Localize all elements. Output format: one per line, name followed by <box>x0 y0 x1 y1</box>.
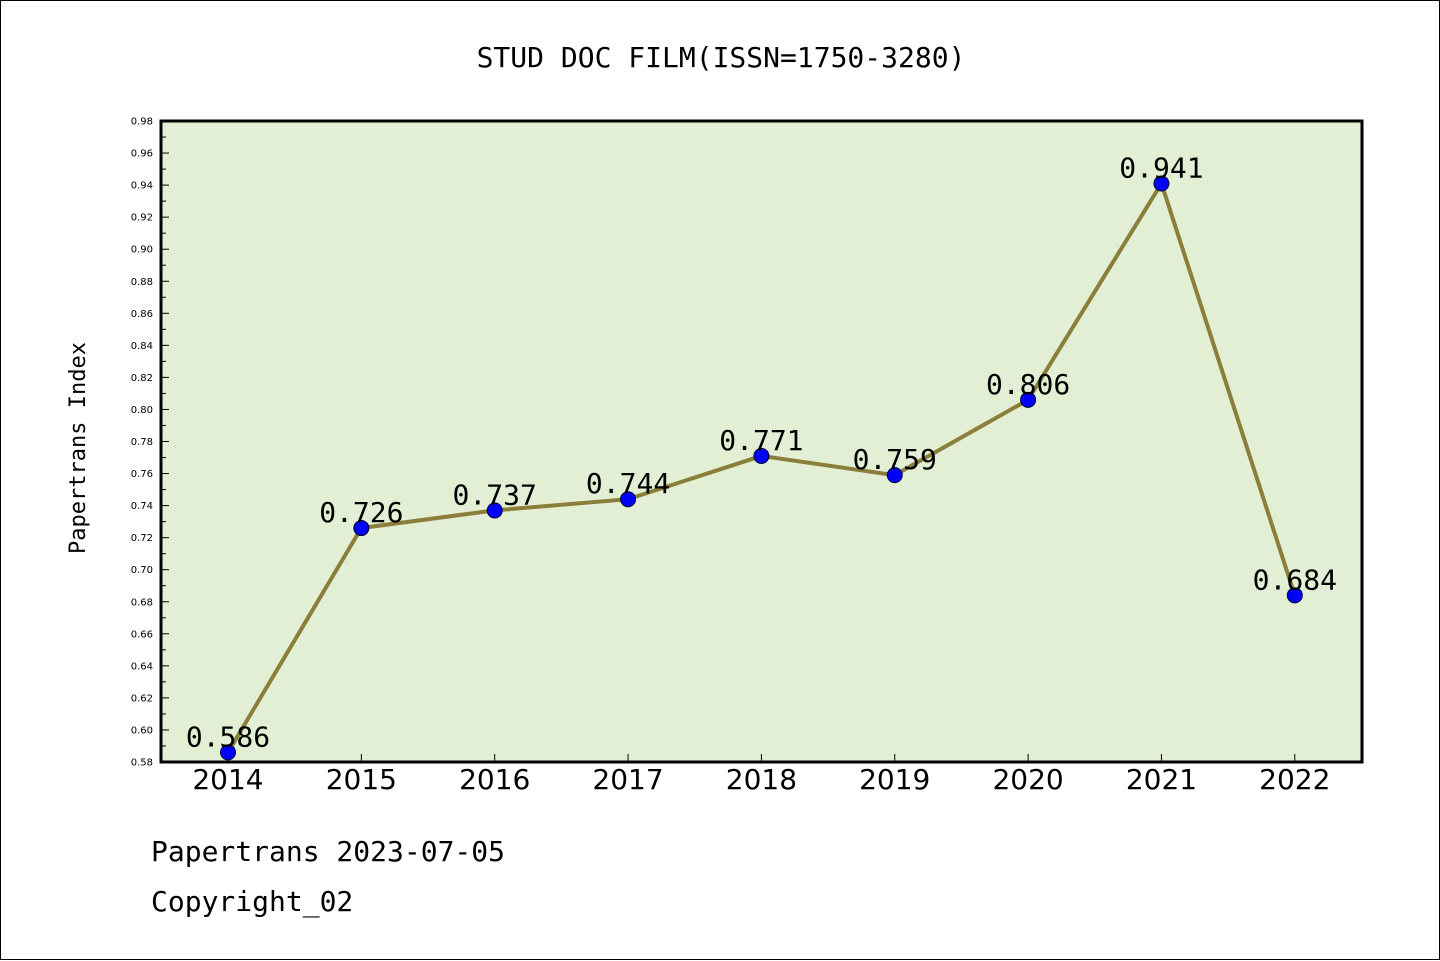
data-point <box>220 744 236 761</box>
y-tick-label: 0.86 <box>131 309 153 320</box>
data-point <box>486 502 503 519</box>
x-tick-label: 2022 <box>1259 763 1330 796</box>
data-point <box>1020 391 1037 408</box>
data-label: 0.744 <box>586 467 670 500</box>
data-point <box>886 467 903 484</box>
data-label: 0.941 <box>1119 151 1203 184</box>
y-axis-label: Papertrans Index <box>66 342 91 554</box>
x-tick-label: 2020 <box>992 763 1063 796</box>
data-label: 0.684 <box>1253 563 1337 596</box>
x-tick-label: 2014 <box>192 763 263 796</box>
plot-area <box>159 119 1364 764</box>
x-tick-label: 2017 <box>592 763 663 796</box>
data-label: 0.806 <box>986 368 1070 401</box>
y-tick-label: 0.74 <box>131 501 153 512</box>
y-tick-label: 0.96 <box>131 149 153 160</box>
y-tick-label: 0.66 <box>131 629 153 640</box>
data-point <box>1153 175 1170 192</box>
y-tick-label: 0.84 <box>131 341 153 352</box>
y-tick-label: 0.78 <box>131 437 153 448</box>
x-tick-label: 2016 <box>459 763 530 796</box>
data-point <box>353 520 370 537</box>
data-point <box>620 491 637 508</box>
y-tick-label: 0.90 <box>131 245 153 256</box>
y-tick-label: 0.60 <box>131 725 153 736</box>
data-label: 0.726 <box>319 496 403 529</box>
series-group: 0.586 0.726 0.737 0.744 0.771 0.759 0.806 0.941… <box>186 151 1337 761</box>
footer-copyright: Copyright_02 <box>151 885 354 918</box>
y-tick-label: 0.88 <box>131 277 153 288</box>
data-label: 0.737 <box>453 478 537 511</box>
x-axis: 2014 2015 2016 2017 2018 2019 2020 2021 2022 <box>192 754 1330 796</box>
y-tick-label: 0.80 <box>131 405 153 416</box>
x-tick-label: 2021 <box>1126 763 1197 796</box>
y-tick-label: 0.58 <box>131 758 153 769</box>
data-label: 0.771 <box>719 424 803 457</box>
y-tick-label: 0.62 <box>131 693 153 704</box>
y-axis: 0.58 0.60 0.62 0.64 0.66 0.68 0.70 0.72 0.74 0.76… <box>131 117 169 769</box>
data-label: 0.586 <box>186 720 270 753</box>
y-tick-label: 0.68 <box>131 597 153 608</box>
data-label: 0.759 <box>853 443 937 476</box>
y-tick-label: 0.94 <box>131 181 153 192</box>
y-tick-label: 0.76 <box>131 469 153 480</box>
x-tick-label: 2018 <box>726 763 797 796</box>
y-tick-label: 0.98 <box>131 117 153 128</box>
footer-date: Papertrans 2023-07-05 <box>151 835 506 868</box>
data-point <box>753 447 770 464</box>
x-tick-label: 2019 <box>859 763 930 796</box>
chart-title: STUD DOC FILM(ISSN=1750-3280) <box>477 41 966 74</box>
y-tick-label: 0.92 <box>131 213 153 224</box>
y-tick-label: 0.70 <box>131 565 153 576</box>
x-tick-label: 2015 <box>326 763 397 796</box>
y-tick-label: 0.64 <box>131 661 153 672</box>
data-point <box>1286 587 1303 604</box>
y-tick-label: 0.82 <box>131 373 153 384</box>
y-tick-label: 0.72 <box>131 533 153 544</box>
